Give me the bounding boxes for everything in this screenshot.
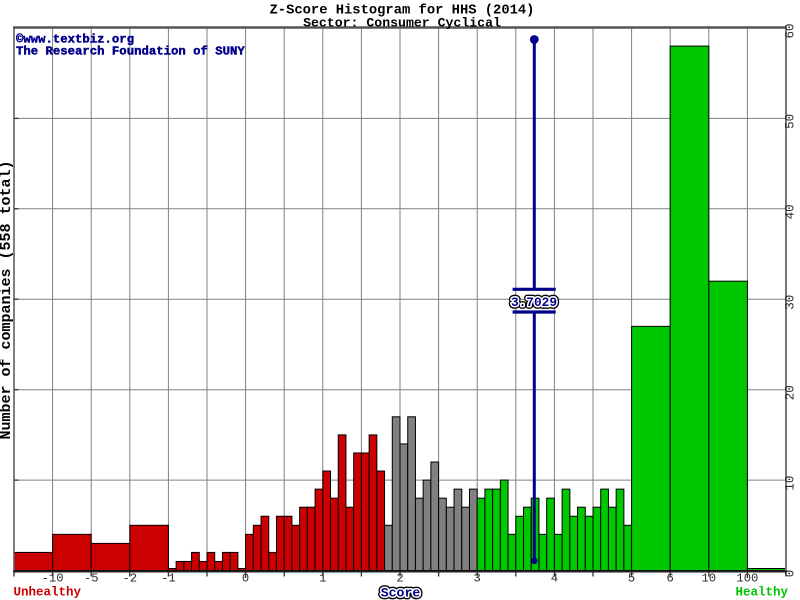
svg-text:5: 5	[628, 572, 635, 586]
svg-text:30: 30	[784, 295, 798, 310]
svg-text:Score: Score	[381, 586, 421, 600]
svg-text:3.7029: 3.7029	[511, 295, 557, 310]
svg-text:2: 2	[396, 572, 403, 586]
svg-text:©www.textbiz.org: ©www.textbiz.org	[16, 33, 134, 47]
svg-text:6: 6	[667, 572, 674, 586]
svg-text:Unhealthy: Unhealthy	[14, 586, 82, 600]
svg-text:The Research Foundation of SUN: The Research Foundation of SUNY	[16, 45, 245, 59]
svg-text:3.7029: 3.7029	[511, 295, 557, 310]
svg-text:100: 100	[736, 572, 758, 586]
svg-text:Z-Score Histogram for HHS (201: Z-Score Histogram for HHS (2014)	[270, 3, 535, 19]
svg-text:3: 3	[474, 572, 481, 586]
svg-text:Number of companies (558 total: Number of companies (558 total)	[0, 160, 15, 439]
svg-text:10: 10	[784, 476, 798, 491]
svg-text:Score: Score	[381, 586, 421, 600]
svg-text:4: 4	[551, 572, 558, 586]
svg-text:0: 0	[784, 570, 798, 578]
svg-text:-1: -1	[161, 572, 176, 586]
svg-text:Sector: Consumer Cyclical: Sector: Consumer Cyclical	[303, 16, 501, 31]
svg-text:3.7029: 3.7029	[511, 295, 557, 310]
svg-text:20: 20	[784, 385, 798, 400]
svg-text:Score: Score	[381, 586, 421, 600]
svg-text:1: 1	[319, 572, 326, 586]
svg-text:60: 60	[784, 23, 798, 38]
svg-text:Healthy: Healthy	[735, 586, 788, 600]
svg-text:0: 0	[242, 572, 249, 586]
svg-text:-5: -5	[84, 572, 99, 586]
svg-text:-10: -10	[42, 572, 64, 586]
svg-text:-2: -2	[122, 572, 137, 586]
svg-text:40: 40	[784, 204, 798, 219]
svg-text:10: 10	[701, 572, 716, 586]
svg-text:50: 50	[784, 114, 798, 129]
